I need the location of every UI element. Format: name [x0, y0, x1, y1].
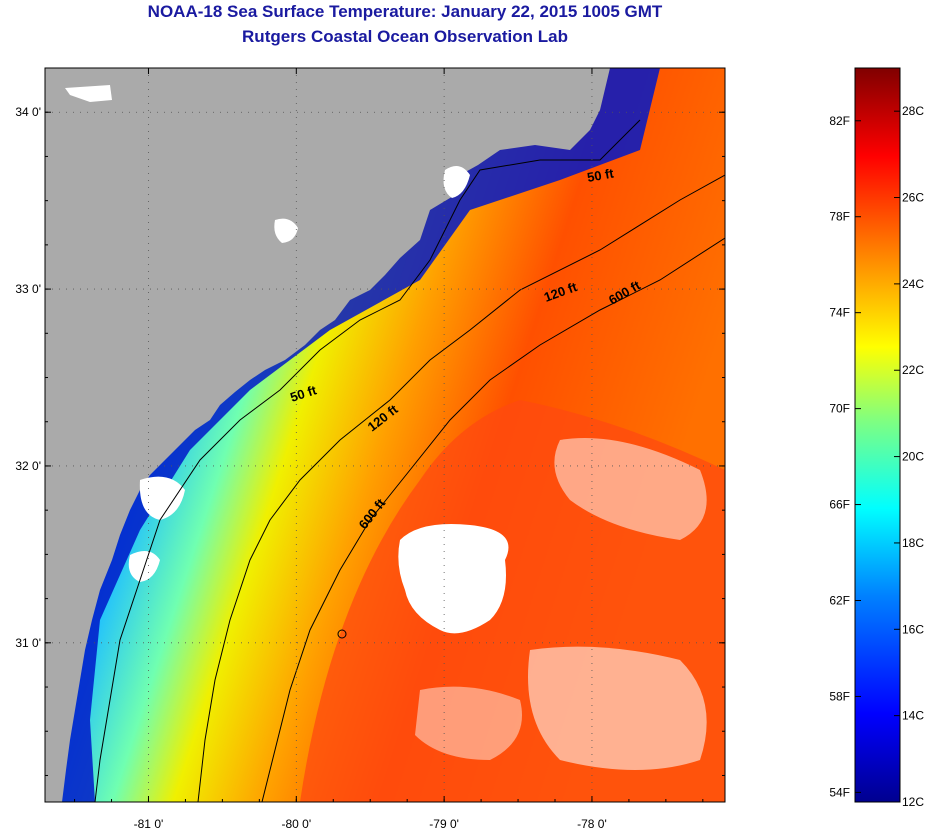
contour-50ft-line — [94, 119, 641, 802]
land-mass — [45, 68, 610, 802]
colorbar-f-label: 82F — [829, 114, 850, 128]
lat-tick-label: 33 0' — [15, 282, 41, 296]
colorbar-c-label: 14C — [902, 709, 924, 723]
contour-120ft-line — [197, 174, 725, 802]
colorbar-ticks — [855, 110, 900, 803]
contour-label: 50 ft — [586, 165, 616, 185]
colorbar-f-label: 58F — [829, 689, 850, 703]
lat-tick-label: 34 0' — [15, 105, 41, 119]
cloud-mask — [65, 85, 707, 770]
colorbar-f-label: 74F — [829, 306, 850, 320]
map-title: NOAA-18 Sea Surface Temperature: January… — [147, 2, 663, 21]
colorbar-f-label: 62F — [829, 594, 850, 608]
colorbar-c-label: 12C — [902, 795, 924, 809]
station-marker-icon — [337, 629, 347, 639]
lon-tick-label: -80 0' — [281, 817, 311, 831]
bathymetry-contours — [94, 119, 725, 802]
colorbar-c-label: 22C — [902, 363, 924, 377]
axis-ticks — [45, 68, 725, 802]
temperature-colorbar — [854, 67, 901, 803]
map-frame — [44, 67, 726, 803]
colorbar-c-label: 28C — [902, 104, 924, 118]
colorbar-f-label: 54F — [829, 785, 850, 799]
colorbar-c-label: 18C — [902, 536, 924, 550]
lon-tick-label: -78 0' — [577, 817, 607, 831]
colorbar-labels: 82F 78F 74F 70F 66F 62F 58F 54F 28C 26C 24C 22C 20C 1… — [829, 104, 924, 809]
lat-tick-label: 32 0' — [15, 459, 41, 473]
colorbar-c-label: 24C — [902, 277, 924, 291]
lon-tick-label: -81 0' — [134, 817, 164, 831]
colorbar-c-label: 26C — [902, 191, 924, 205]
map-subtitle: Rutgers Coastal Ocean Observation Lab — [242, 27, 568, 46]
colorbar-f-label: 70F — [829, 402, 850, 416]
contour-600ft-line — [261, 237, 725, 802]
colorbar-c-label: 20C — [902, 450, 924, 464]
lon-tick-label: -79 0' — [429, 817, 459, 831]
lat-tick-label: 31 0' — [15, 636, 41, 650]
colorbar-c-label: 16C — [902, 622, 924, 636]
colorbar-f-label: 78F — [829, 210, 850, 224]
axis-labels: -81 0' -80 0' -79 0' -78 0' 34 0' 33 0' 32 0' 3… — [15, 105, 606, 831]
colorbar-f-label: 66F — [829, 498, 850, 512]
map-panel: 50 ft 120 ft 600 ft 50 ft 120 ft 600 ft — [45, 68, 725, 802]
